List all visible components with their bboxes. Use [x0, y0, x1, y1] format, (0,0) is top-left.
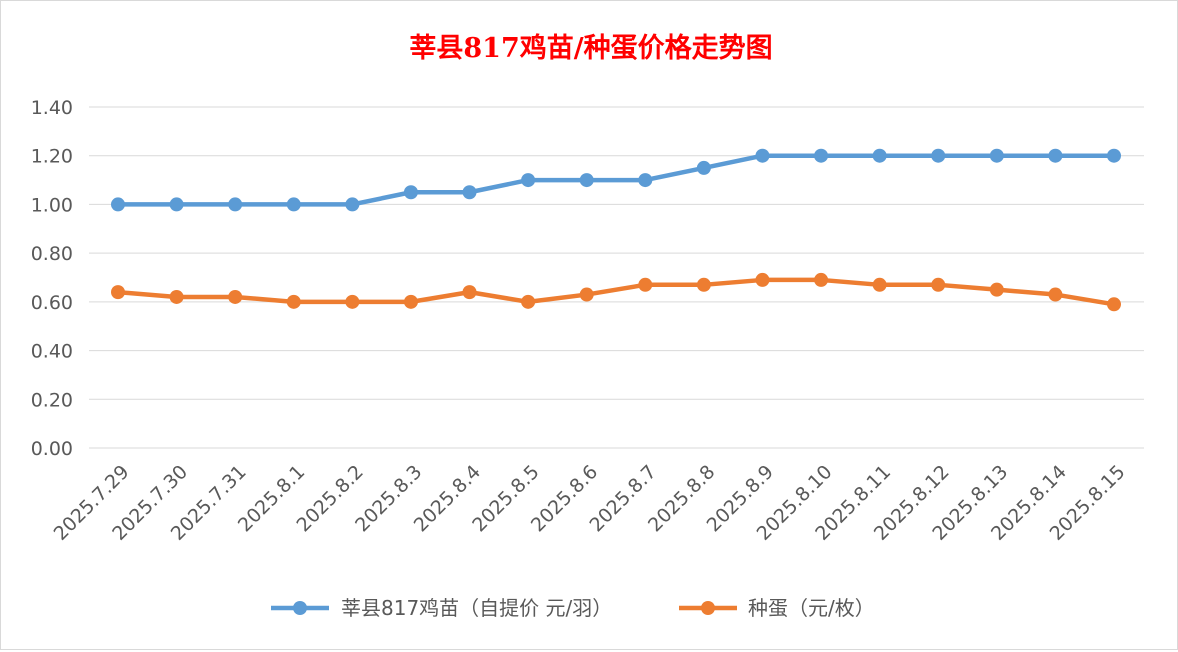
data-point: [872, 148, 887, 163]
y-tick-label: 1.20: [31, 146, 73, 168]
chart-title: 莘县817鸡苗/种蛋价格走势图: [409, 33, 772, 64]
legend-entry: 莘县817鸡苗（自提价 元/羽）: [271, 596, 612, 620]
data-point: [696, 160, 711, 175]
data-point: [814, 272, 829, 287]
legend-marker: [293, 601, 307, 615]
y-axis-ticks: 0.00 0.20 0.40 0.60 0.80 1.00 1.20 1.40: [31, 97, 73, 460]
data-point: [1107, 297, 1121, 312]
legend-entry: 种蛋（元/枚）: [679, 596, 875, 620]
x-axis-ticks: 2025.7.292025.7.302025.7.312025.8.12025.…: [50, 461, 1130, 545]
legend-label: 莘县817鸡苗（自提价 元/羽）: [341, 596, 612, 620]
y-tick-label: 0.40: [31, 341, 73, 363]
data-point: [696, 277, 711, 292]
series-layer: [111, 148, 1121, 312]
data-point: [931, 148, 946, 163]
series-2: [111, 272, 1121, 312]
data-point: [403, 185, 418, 200]
y-tick-label: 0.00: [31, 438, 73, 460]
y-tick-label: 0.80: [31, 243, 73, 265]
data-point: [521, 173, 536, 188]
data-point: [579, 287, 594, 302]
data-point: [989, 148, 1004, 163]
data-point: [1048, 148, 1063, 163]
y-tick-label: 0.20: [31, 389, 73, 411]
data-point: [872, 277, 887, 292]
legend-label: 种蛋（元/枚）: [748, 596, 875, 620]
data-point: [755, 148, 770, 163]
y-tick-label: 0.60: [31, 292, 73, 314]
gridlines: [89, 106, 1144, 449]
data-point: [638, 277, 653, 292]
data-point: [228, 289, 243, 304]
data-point: [403, 294, 418, 309]
data-point: [1048, 287, 1063, 302]
y-tick-label: 1.00: [31, 194, 73, 216]
y-tick-label: 1.40: [31, 97, 73, 119]
data-point: [345, 294, 360, 309]
data-point: [286, 197, 301, 212]
data-point: [755, 272, 770, 287]
data-point: [462, 285, 477, 300]
data-point: [286, 294, 301, 309]
data-point: [638, 173, 653, 188]
data-point: [111, 285, 125, 300]
data-point: [169, 197, 184, 212]
data-point: [462, 185, 477, 200]
data-point: [521, 294, 536, 309]
data-point: [989, 282, 1004, 297]
data-point: [228, 197, 243, 212]
data-point: [814, 148, 829, 163]
series-line: [115, 277, 1117, 307]
data-point: [1107, 148, 1121, 163]
data-point: [169, 289, 184, 304]
legend-marker: [701, 601, 715, 615]
data-point: [579, 173, 594, 188]
data-point: [111, 197, 125, 212]
series-line: [115, 153, 1117, 207]
legend: 莘县817鸡苗（自提价 元/羽） 种蛋（元/枚）: [271, 596, 875, 620]
data-point: [931, 277, 946, 292]
series-1: [111, 148, 1121, 212]
data-point: [345, 197, 360, 212]
